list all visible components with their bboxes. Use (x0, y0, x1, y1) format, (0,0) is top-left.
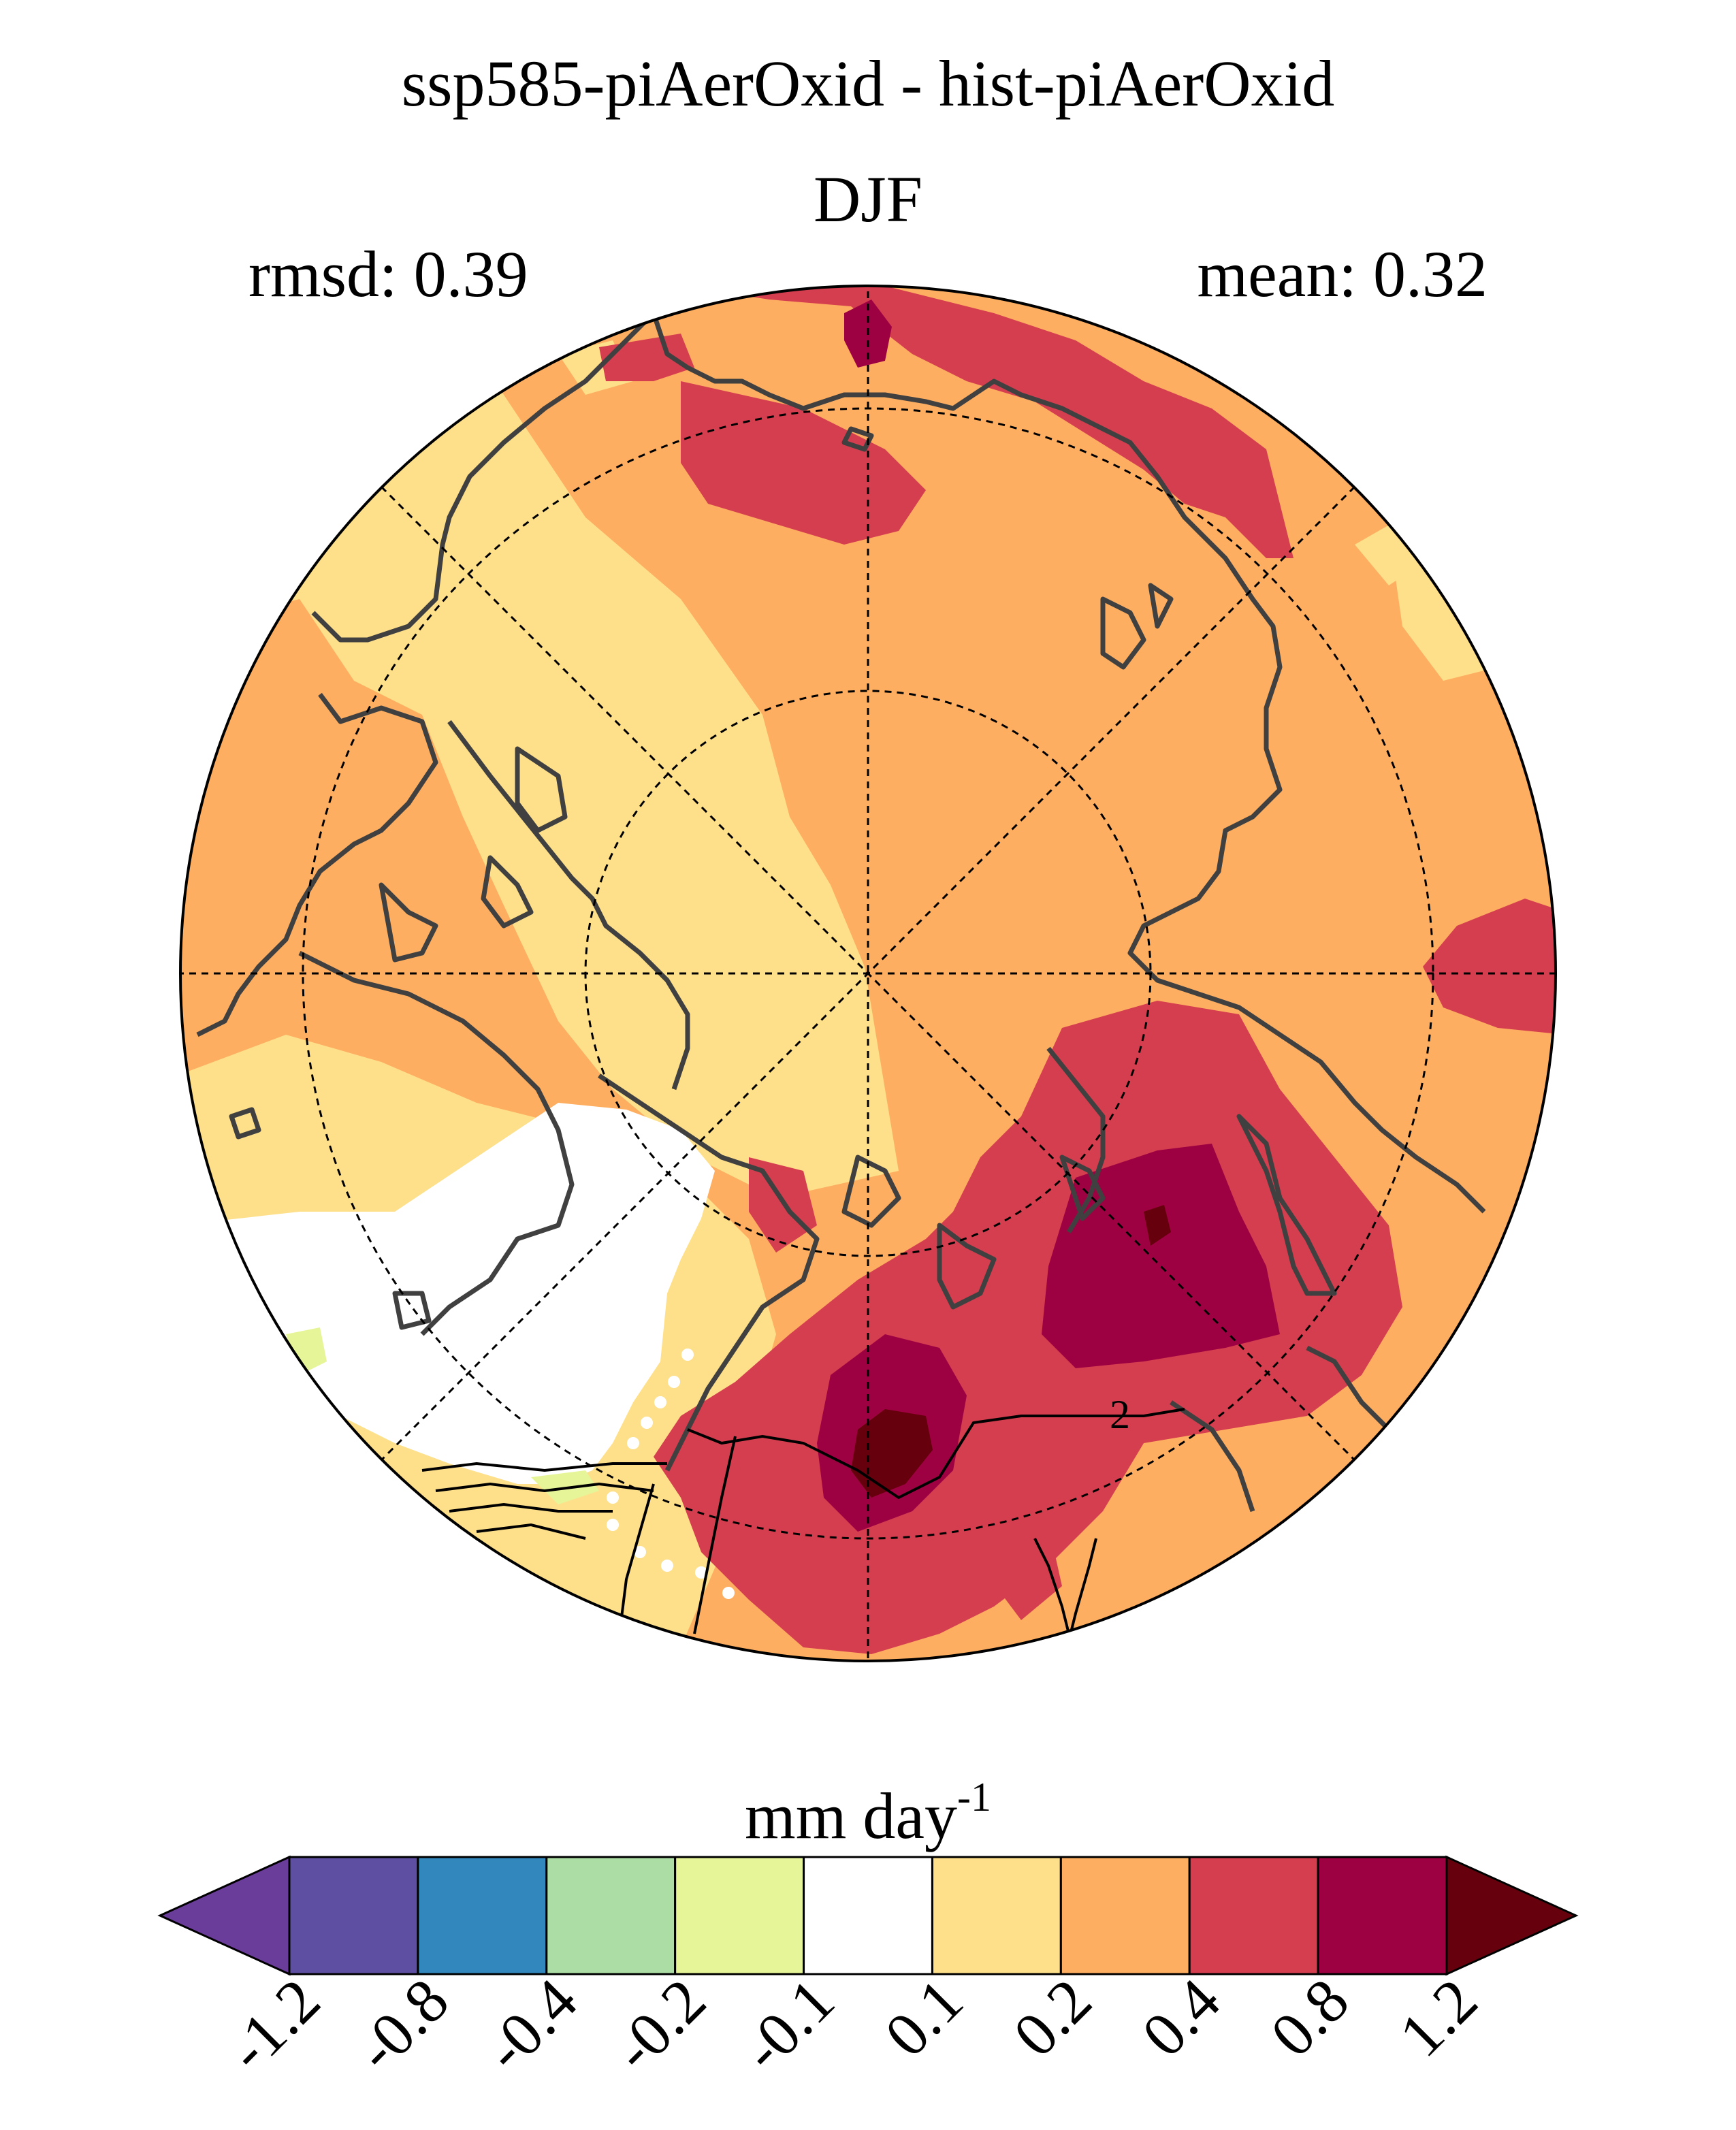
colorbar-swatch (545, 1856, 677, 1975)
colorbar-tick-label: -0.2 (600, 1965, 719, 2084)
polar-map (180, 286, 1556, 1661)
unit-exponent: -1 (957, 1775, 991, 1820)
field-light-west (180, 354, 899, 1198)
colorbar-tick-label: -1.2 (214, 1965, 333, 2084)
colorbar-arrow-min (157, 1855, 291, 1976)
colorbar-tick-label: 0.4 (1129, 1965, 1233, 2069)
colorbar-swatch (674, 1856, 805, 1975)
field-red-north-inner (681, 381, 926, 545)
colorbar-swatch (931, 1856, 1062, 1975)
colorbar-tick-label: -0.1 (728, 1965, 848, 2084)
stippling (607, 1349, 735, 1599)
colorbar-tick-label: 0.2 (1000, 1965, 1104, 2069)
colorbar-swatch (1317, 1856, 1448, 1975)
colorbar-swatch (417, 1856, 548, 1975)
colorbar-swatch (1188, 1856, 1319, 1975)
rmsd-label: rmsd: 0.39 (248, 238, 528, 310)
plot-title: ssp585-piAerOxid - hist-piAerOxid (401, 47, 1335, 120)
contour-label: 2 (1110, 1392, 1130, 1437)
colorbar-tick-labels: -1.2 -0.8 -0.4 -0.2 -0.1 0.1 0.2 0.4 0.8 1.2 (214, 1965, 1490, 2084)
field-darkest-east (1144, 1205, 1171, 1246)
colorbar-tick-label: 0.8 (1257, 1965, 1362, 2069)
colorbar-tick-label: -0.8 (342, 1965, 462, 2084)
field-red-east-edge (1423, 899, 1556, 1035)
map-border (179, 285, 1557, 1662)
colorbar-swatch (288, 1856, 419, 1975)
season-label: DJF (813, 163, 923, 236)
colorbar-tick-label: 0.1 (871, 1965, 976, 2069)
colorbar-swatch (1059, 1856, 1191, 1975)
colorbar-unit-label: mm day-1 (745, 1775, 991, 1852)
contours (421, 1408, 1185, 1661)
field-red-south-small (1001, 1525, 1062, 1620)
colorbar-arrow-max (1445, 1855, 1579, 1976)
colorbar-tick-label: -0.4 (471, 1965, 590, 2084)
graticule (180, 286, 1556, 1661)
colorbar-tick-label: 1.2 (1386, 1965, 1490, 2069)
unit-base: mm day (745, 1779, 957, 1852)
colorbar (157, 1855, 1579, 1976)
colorbar-swatch (803, 1856, 933, 1975)
field-red-north (681, 286, 1293, 558)
mean-label: mean: 0.32 (1197, 238, 1488, 310)
field-darkest-south (851, 1409, 933, 1498)
